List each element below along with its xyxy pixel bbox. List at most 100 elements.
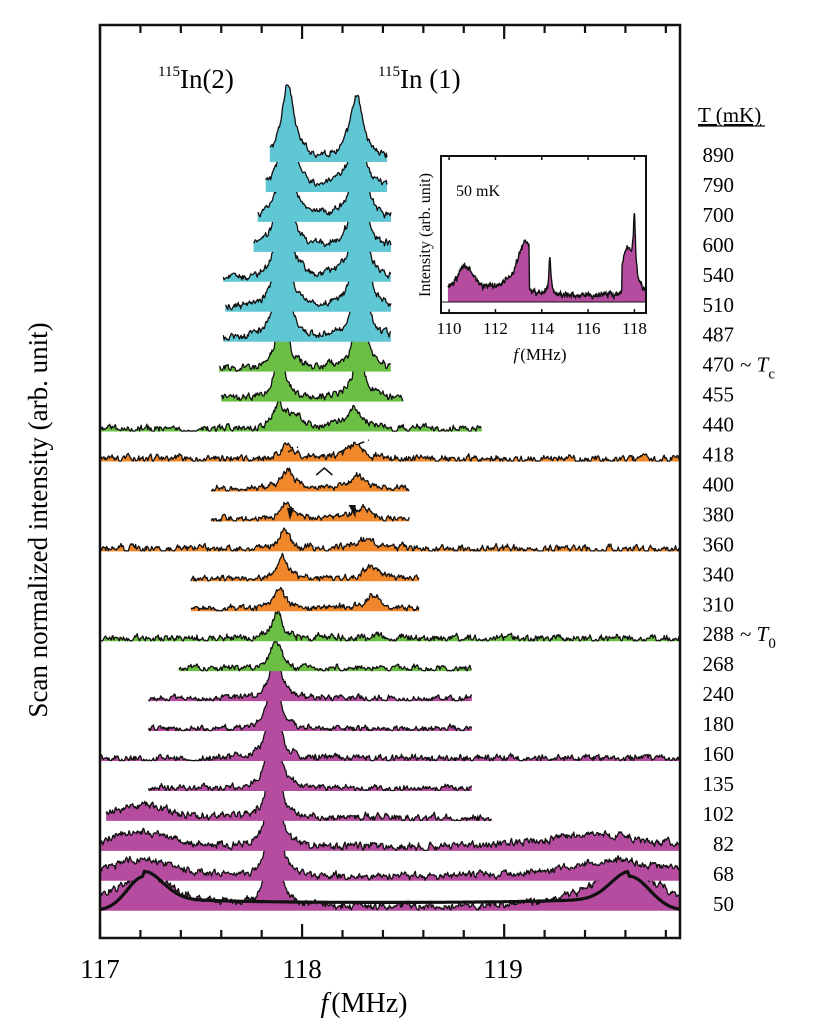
inset-spectrum-fill [447, 213, 646, 302]
spectrum-line-268mK [178, 638, 472, 672]
inset-x-tick-label: 110 [437, 319, 462, 338]
spectrum-line-160mK [99, 672, 680, 762]
spectrum-fill-268mK [178, 638, 472, 672]
inset-ticks [448, 156, 636, 313]
spectrum-fill-135mK [148, 698, 472, 791]
temperature-label: 540 [703, 263, 735, 287]
temperature-label: 102 [703, 802, 735, 826]
spectrum-line-240mK [147, 646, 473, 702]
peak-label-in2-mass: 115 [158, 64, 180, 80]
inset-x-axis-label-unit: (MHz) [520, 345, 566, 364]
temperature-label: 135 [703, 772, 735, 796]
guide-dash [317, 451, 327, 459]
inset-x-tick-label: 112 [483, 319, 508, 338]
inset-spectrum-line [447, 212, 646, 301]
temperature-label: 400 [703, 472, 735, 496]
spectrum-line-360mK [99, 527, 681, 552]
temperature-label: 700 [703, 203, 735, 227]
temperature-label: 380 [703, 502, 735, 526]
spectrum-line-890mK [269, 84, 388, 159]
inset-spectrum [441, 212, 646, 303]
y-axis-label: Scan normalized intensity (arb. unit) [23, 322, 53, 717]
spectrum-line-135mK [147, 697, 473, 792]
temperature-label: 600 [703, 233, 735, 257]
spectrum-line-180mK [147, 665, 473, 732]
spectrum-fill-487mK [223, 250, 391, 342]
peak-label-in1-mass: 115 [378, 64, 400, 80]
spectrum-line-288mK [99, 608, 681, 642]
transition-temperature-label: ~ Tc [740, 353, 775, 383]
spectrum-fill-510mK [225, 217, 391, 312]
spectrum-fill-102mK [106, 708, 493, 821]
spectrum-line-380mK [210, 501, 410, 522]
x-tick-label: 118 [282, 954, 322, 984]
peak-label-in1-text: In (1) [400, 64, 461, 94]
temperature-label: 310 [703, 592, 735, 616]
spectrum-fill-418mK [100, 442, 680, 462]
temperature-label: 288 [703, 622, 735, 646]
spectrum-fill-288mK [100, 609, 680, 642]
spectrum-line-68mK [99, 742, 681, 881]
spectrum-fill-68mK [100, 743, 680, 881]
temperature-label: 418 [703, 443, 735, 467]
spectrum-fill-340mK [190, 553, 420, 582]
peak-label-in1: 115In (1) [378, 64, 461, 94]
arrow-marker-in1 [348, 505, 356, 518]
temperature-label: 180 [703, 712, 735, 736]
spectrum-fill-240mK [148, 647, 472, 702]
guide-caret [315, 467, 333, 476]
spectrum-fill-540mK [223, 183, 391, 282]
peak-label-in2: 115In(2) [158, 64, 234, 94]
x-axis-label-var: f [321, 988, 332, 1019]
inset-x-tick-label: 118 [622, 319, 647, 338]
spectrum-fill-890mK [269, 84, 387, 162]
x-ticks [98, 25, 667, 938]
x-tick-label: 117 [80, 954, 120, 984]
peak-label-in2-text: In(2) [180, 64, 234, 94]
x-tick-label: 119 [483, 954, 523, 984]
powder-fit-curve [99, 869, 681, 912]
temperature-label: 50 [713, 892, 734, 916]
temperature-label: 470 [703, 353, 735, 377]
temperature-label: 510 [703, 293, 735, 317]
inset-y-axis-label: Intensity (arb. unit) [417, 173, 434, 297]
spectrum-fill-400mK [211, 468, 410, 492]
temperature-label: 440 [703, 413, 735, 437]
inset-x-tick-label: 116 [576, 319, 601, 338]
temperature-label: 268 [703, 652, 735, 676]
temperature-label: 340 [703, 562, 735, 586]
temperature-label: 487 [703, 323, 735, 347]
spectrum-line-440mK [99, 399, 482, 432]
spectrum-line-102mK [105, 708, 493, 822]
guide-dash [340, 445, 351, 453]
temperature-label: 890 [703, 143, 735, 167]
temperature-label: 360 [703, 532, 735, 556]
transition-temperature-label: ~ T0 [740, 622, 776, 652]
legend-title: T (mK) [698, 103, 761, 127]
inset-temperature-label: 50 mK [456, 183, 500, 200]
spectrum-line-418mK [99, 441, 681, 462]
temperature-label: 68 [713, 862, 734, 886]
annotation-group [286, 439, 370, 520]
spectrum-line-400mK [210, 467, 410, 492]
inset-tick-labels: 110 112 114 116 118 [437, 319, 647, 338]
temperature-label: 240 [703, 682, 735, 706]
x-axis-label: f (MHz) [321, 988, 408, 1019]
temperature-label: 455 [703, 383, 735, 407]
guide-dash [287, 446, 299, 453]
inset-frame [440, 155, 647, 314]
inset-x-axis-label-var: f [514, 345, 521, 364]
spectrum-fill-380mK [211, 502, 410, 522]
spectrum-fill-440mK [100, 400, 482, 432]
inset-x-axis-label: f (MHz) [514, 345, 567, 364]
temperature-label: 790 [703, 173, 735, 197]
spectrum-line-310mK [190, 586, 420, 612]
spectra-group [99, 84, 681, 911]
inset-chart: 50 mK Intensity (arb. unit) 110 112 114 116… [417, 155, 647, 364]
spectrum-fill-160mK [100, 672, 680, 761]
plot-frame [98, 23, 682, 940]
powder-fit-group [99, 869, 681, 912]
spectrum-line-340mK [190, 552, 420, 582]
